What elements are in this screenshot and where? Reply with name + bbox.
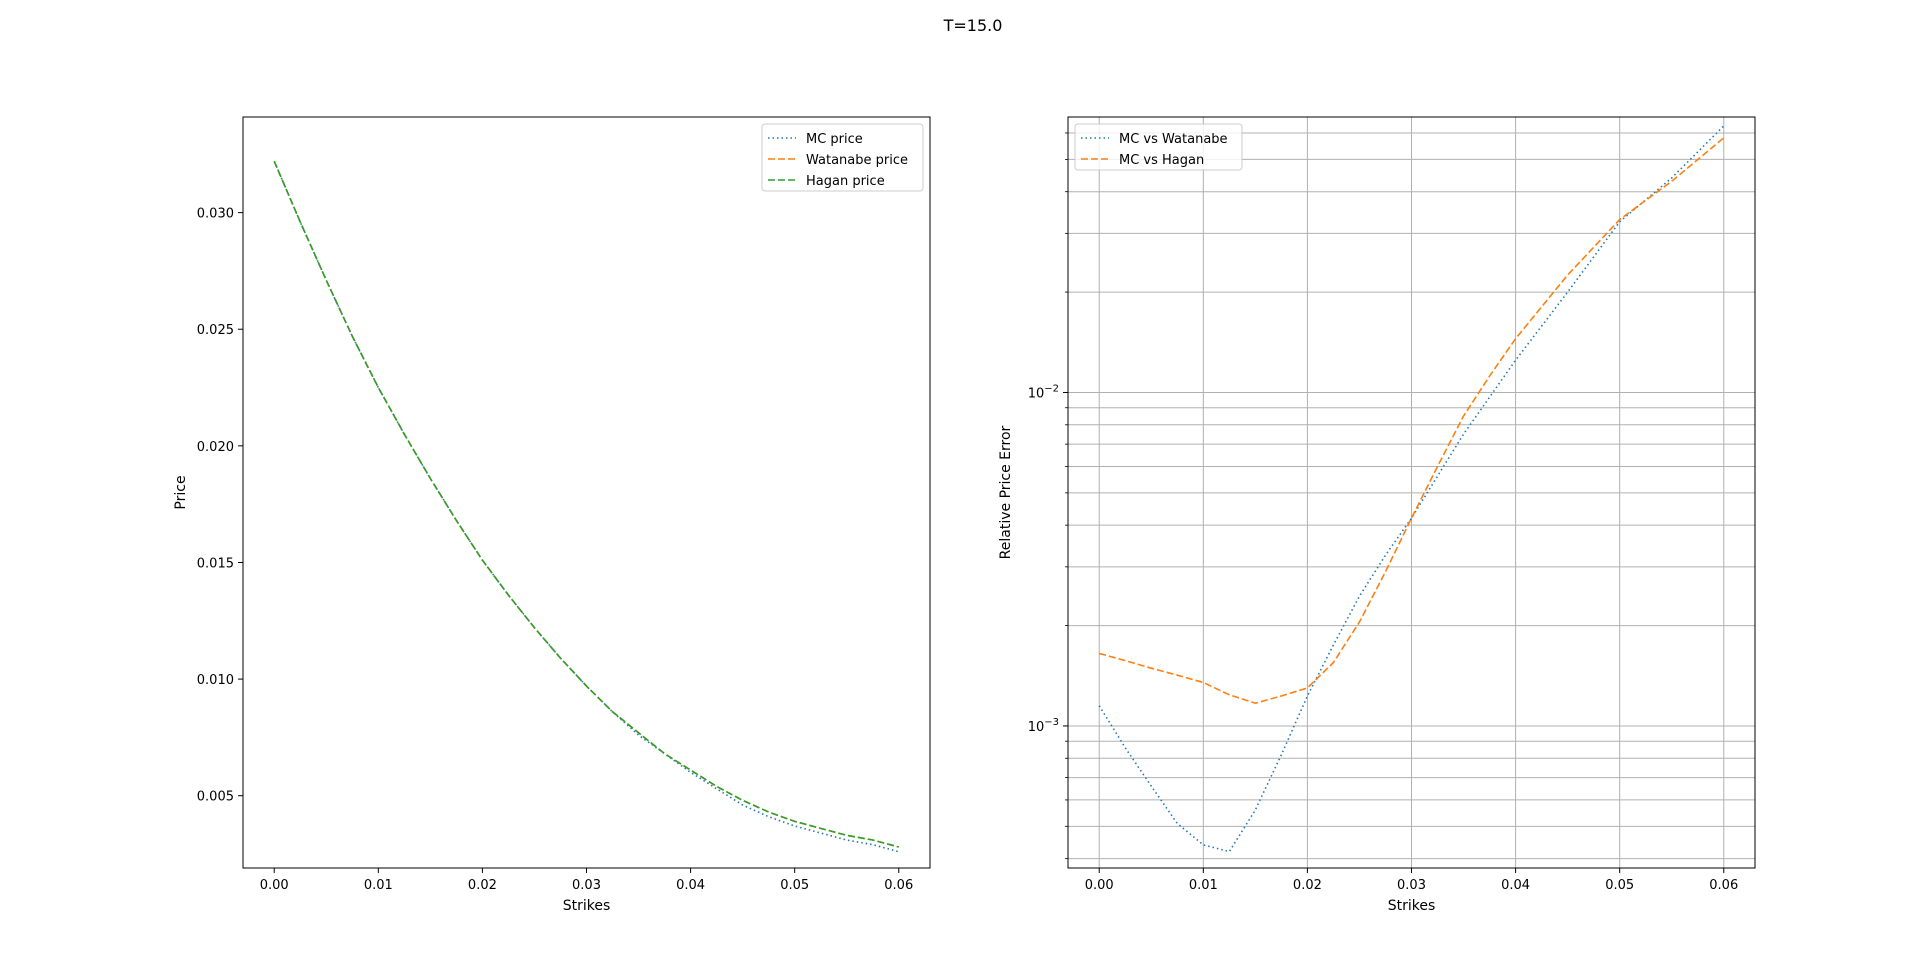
price-y-tick-label: 0.005 (197, 790, 234, 805)
legend-label-mc-vs-watanabe: MC vs Watanabe (1119, 132, 1228, 147)
price-y-tick-label: 0.030 (197, 207, 234, 222)
error-y-tick-label: 10−2 (1028, 383, 1059, 401)
series-line-hagan-price (273, 160, 899, 848)
price-plot-frame (242, 116, 931, 869)
error-x-ticks: 0.00 0.01 0.02 0.03 0.04 0.05 0.06 (1085, 868, 1738, 893)
error-y-tick-exponent: −3 (1044, 717, 1059, 728)
error-x-tick-label: 0.03 (1397, 878, 1426, 893)
error-x-tick-label: 0.01 (1189, 878, 1218, 893)
error-x-tick-label: 0.00 (1085, 878, 1114, 893)
error-x-tick-label: 0.06 (1709, 878, 1738, 893)
price-x-tick-label: 0.03 (572, 878, 601, 893)
error-legend-box (1074, 123, 1243, 171)
price-x-tick-label: 0.01 (364, 878, 393, 893)
price-x-tick-label: 0.06 (884, 878, 913, 893)
error-y-tick-exponent: −2 (1044, 383, 1059, 394)
error-y-axis-label: Relative Price Error (998, 425, 1014, 559)
price-legend-box (761, 123, 924, 192)
error-y-tick-label: 10−3 (1028, 717, 1059, 735)
price-series-lines (273, 160, 899, 853)
error-plot-frame (1067, 116, 1756, 869)
price-x-tick-label: 0.05 (780, 878, 809, 893)
error-x-tick-label: 0.05 (1605, 878, 1634, 893)
price-y-tick-label: 0.020 (197, 440, 234, 455)
error-series-lines (1098, 125, 1725, 853)
price-y-tick-label: 0.015 (197, 556, 234, 571)
series-line-mc-vs-hagan (1099, 137, 1725, 705)
error-y-tick-base: 10 (1028, 386, 1045, 401)
price-y-tick-label: 0.010 (197, 673, 234, 688)
legend-label-mc-vs-hagan: MC vs Hagan (1119, 153, 1204, 168)
price-x-ticks: 0.00 0.01 0.02 0.03 0.04 0.05 0.06 (260, 868, 913, 893)
error-x-tick-label: 0.04 (1501, 878, 1530, 893)
price-x-axis-label: Strikes (563, 898, 611, 914)
error-x-axis-label: Strikes (1388, 898, 1436, 914)
error-x-tick-label: 0.02 (1293, 878, 1322, 893)
price-y-tick-label: 0.025 (197, 323, 234, 338)
error-y-tick-base: 10 (1028, 720, 1045, 735)
price-y-axis-label: Price (173, 475, 189, 509)
price-y-ticks: 0.005 0.010 0.015 0.020 0.025 0.030 (197, 207, 243, 805)
price-legend: MC price Watanabe price Hagan price (761, 123, 924, 192)
price-x-tick-label: 0.00 (260, 878, 289, 893)
legend-label-watanabe-price: Watanabe price (806, 153, 908, 168)
legend-label-hagan-price: Hagan price (806, 174, 885, 189)
relative-error-chart: 0.00 0.01 0.02 0.03 0.04 0.05 0.06 10−310−2 St… (998, 116, 1756, 914)
error-legend: MC vs Watanabe MC vs Hagan (1074, 123, 1243, 171)
figure-suptitle: T=15.0 (943, 16, 1003, 35)
price-x-tick-label: 0.02 (468, 878, 497, 893)
error-grid (1068, 117, 1755, 868)
legend-label-mc-price: MC price (806, 132, 863, 147)
price-x-tick-label: 0.04 (676, 878, 705, 893)
price-chart: 0.00 0.01 0.02 0.03 0.04 0.05 0.06 0.0050.0100… (173, 116, 931, 914)
